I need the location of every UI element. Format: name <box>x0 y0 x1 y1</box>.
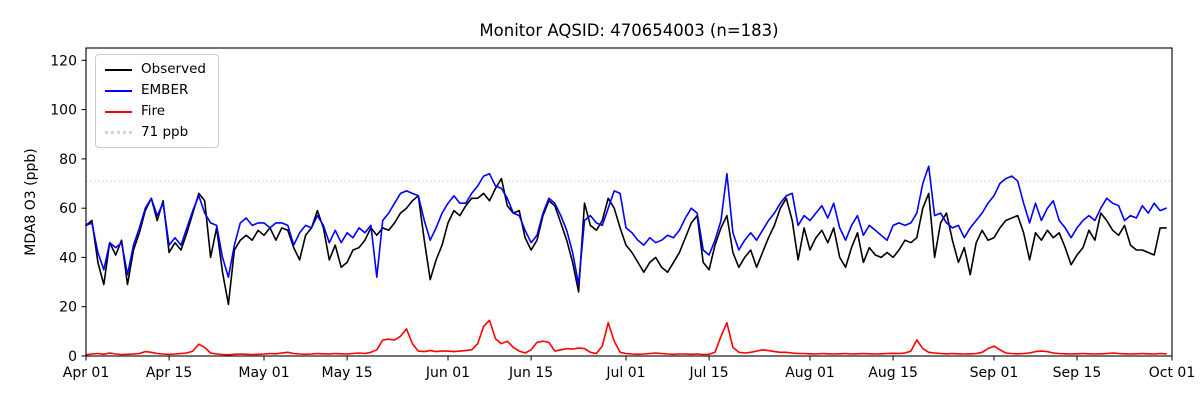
x-tick-label: Sep 01 <box>970 365 1019 381</box>
x-tick-label: Sep 15 <box>1053 365 1102 381</box>
legend-label: Fire <box>141 103 166 119</box>
legend-item-ember: EMBER <box>105 83 206 98</box>
legend-label: 71 ppb <box>141 124 189 140</box>
x-tick-label: May 15 <box>321 365 372 381</box>
legend-swatch <box>105 131 132 134</box>
series-line-observed <box>85 177 1167 306</box>
legend-label: Observed <box>141 61 206 77</box>
x-tick-label: Apr 01 <box>63 365 109 381</box>
legend-item-fire: Fire <box>105 104 206 119</box>
x-tick-label: Aug 01 <box>785 365 835 381</box>
legend-label: EMBER <box>141 82 189 98</box>
y-tick-label: 0 <box>68 349 77 365</box>
x-tick-label: Aug 15 <box>868 365 918 381</box>
chart-title: Monitor AQSID: 470654003 (n=183) <box>479 21 779 40</box>
legend-swatch <box>105 68 132 71</box>
x-tick-label: Jun 01 <box>425 365 470 381</box>
y-tick-label: 120 <box>50 53 77 69</box>
y-tick-label: 60 <box>59 201 77 217</box>
x-tick-label: Jun 15 <box>508 365 553 381</box>
x-tick-label: Oct 01 <box>1149 365 1195 381</box>
x-tick-label: Apr 15 <box>146 365 192 381</box>
x-tick-label: May 01 <box>238 365 289 381</box>
legend-item-71-ppb: 71 ppb <box>105 125 206 140</box>
x-tick-label: Jul 15 <box>689 365 729 381</box>
y-tick-label: 20 <box>59 300 77 316</box>
legend-swatch <box>105 110 132 113</box>
plot-border <box>85 47 1173 357</box>
x-tick-label: Jul 01 <box>605 365 645 381</box>
y-tick-label: 100 <box>50 103 77 119</box>
y-tick-label: 40 <box>59 250 77 266</box>
legend-item-observed: Observed <box>105 62 206 77</box>
legend: Observed EMBER Fire 71 ppb <box>95 54 219 148</box>
legend-swatch <box>105 89 132 92</box>
y-tick-label: 80 <box>59 152 77 168</box>
series-line-ember <box>85 165 1167 286</box>
series-line-fire <box>85 319 1167 356</box>
